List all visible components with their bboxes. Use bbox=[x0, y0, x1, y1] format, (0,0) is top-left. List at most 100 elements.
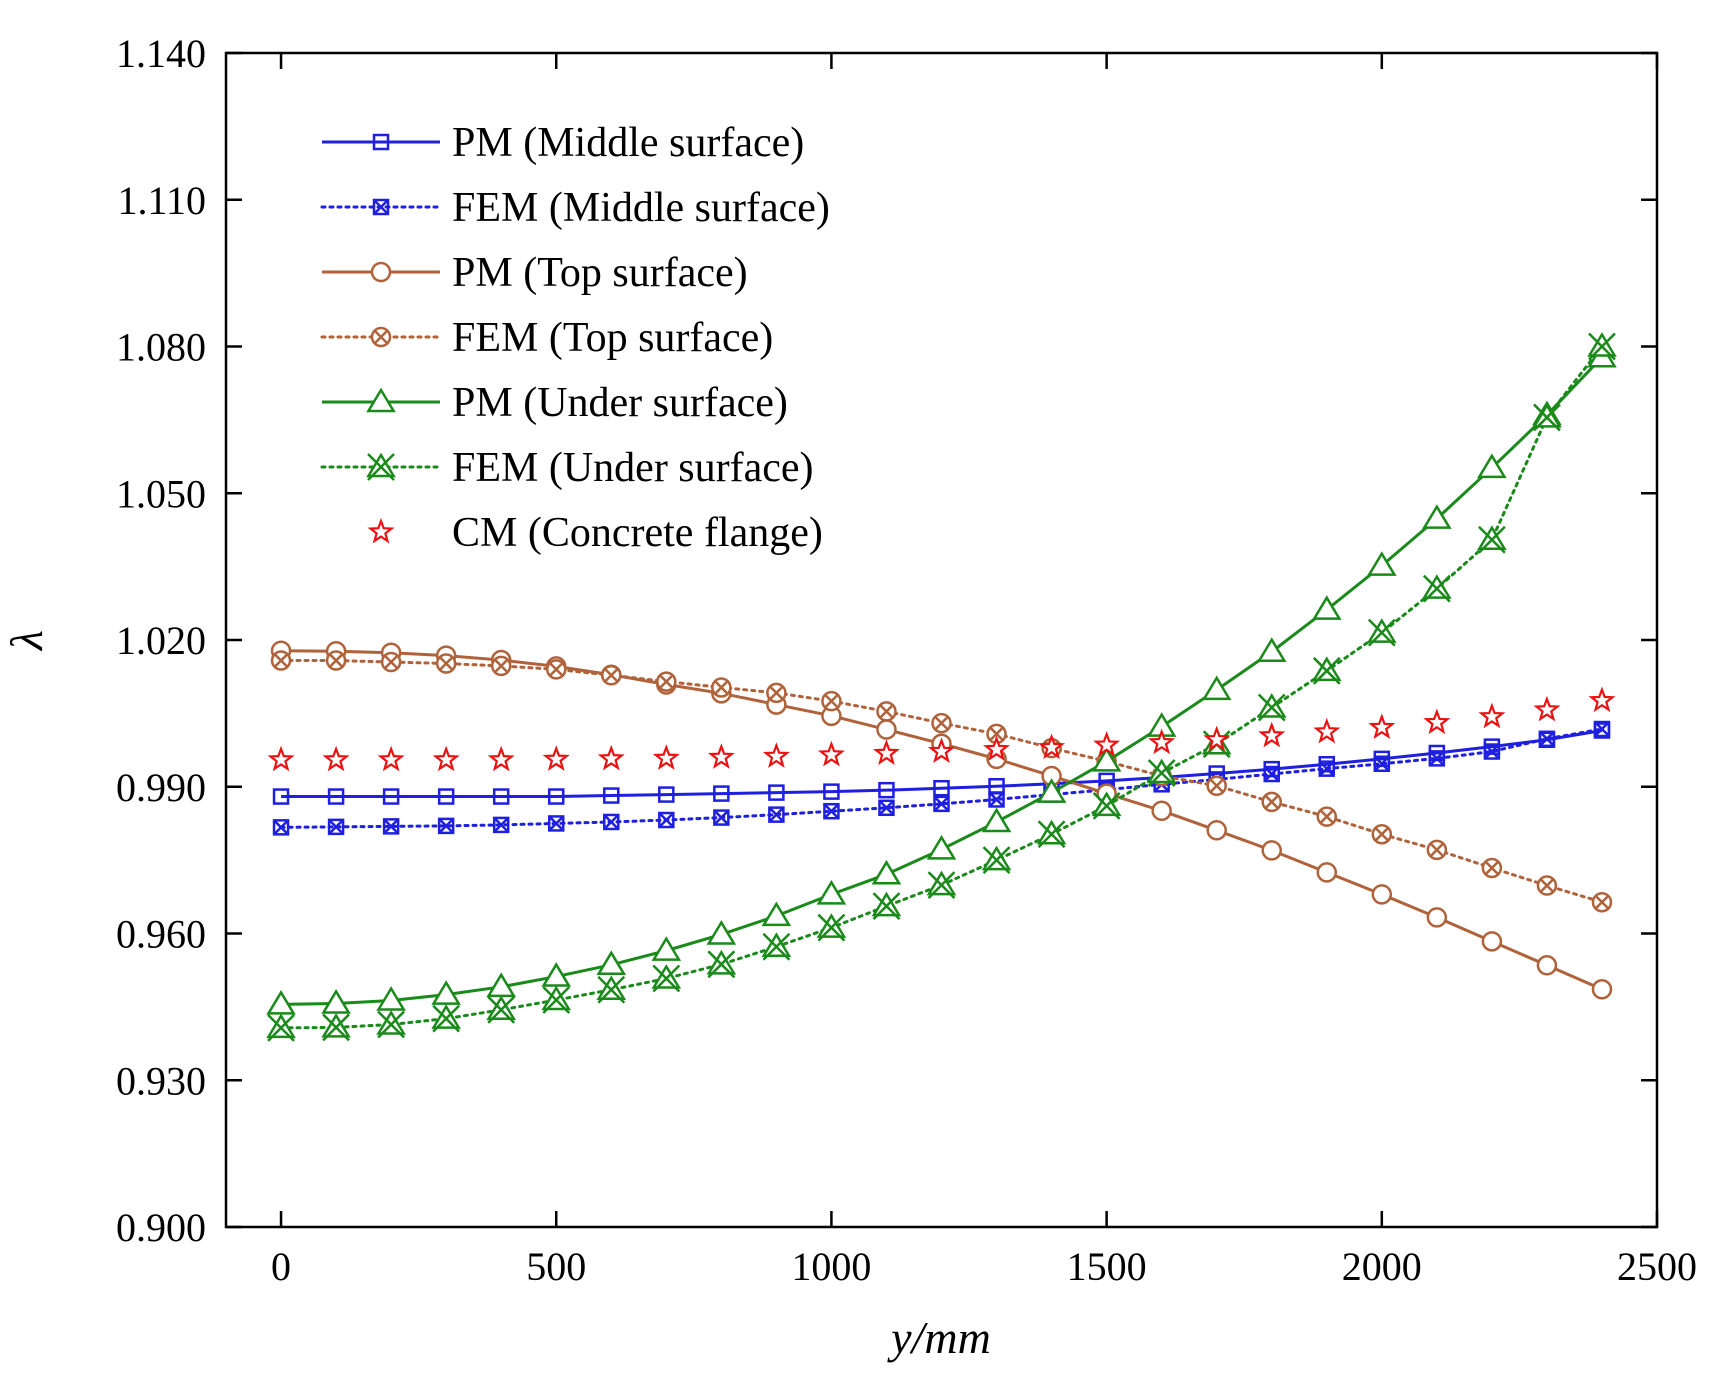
data-point-fem-top-surface bbox=[325, 650, 347, 671]
data-point-cm-concrete-flange bbox=[1533, 695, 1561, 722]
x-tick-label: 500 bbox=[526, 1244, 586, 1289]
data-point-fem-top-surface bbox=[490, 655, 512, 677]
data-point-fem-under-surface bbox=[266, 1013, 296, 1042]
data-point-pm-under-surface bbox=[1366, 551, 1397, 576]
data-point-pm-middle-surface bbox=[437, 788, 455, 805]
data-point-fem-top-surface bbox=[1591, 891, 1613, 913]
data-point-fem-middle-surface bbox=[933, 795, 950, 813]
data-point-fem-under-surface bbox=[1366, 618, 1397, 647]
data-point-cm-concrete-flange bbox=[983, 735, 1011, 762]
data-point-pm-middle-surface bbox=[823, 783, 840, 800]
data-point-pm-middle-surface bbox=[547, 788, 565, 805]
data-point-fem-top-surface bbox=[1261, 791, 1282, 813]
data-point-fem-middle-surface bbox=[272, 819, 290, 836]
data-point-pm-top-surface bbox=[1371, 884, 1393, 905]
data-point-pm-top-surface bbox=[1151, 800, 1172, 821]
data-point-pm-under-surface bbox=[981, 807, 1012, 833]
data-point-fem-middle-surface bbox=[1593, 720, 1611, 738]
axis-ticks: 0 500 1000 1500 2000 2500 0.900 0.930 0.960 0.990… bbox=[116, 31, 1697, 1289]
data-point-cm-concrete-flange bbox=[377, 745, 405, 772]
data-point-fem-top-surface bbox=[821, 690, 842, 712]
data-point-pm-top-surface bbox=[1316, 862, 1338, 883]
data-point-fem-top-surface bbox=[711, 677, 732, 698]
data-point-cm-concrete-flange bbox=[872, 739, 900, 765]
legend-item-pm-top-surface: PM (Top surface) bbox=[322, 250, 748, 296]
series-cm-concrete-flange bbox=[267, 686, 1616, 772]
data-point-pm-middle-surface bbox=[272, 788, 290, 805]
data-point-fem-middle-surface bbox=[1483, 743, 1501, 760]
data-point-fem-top-surface bbox=[270, 650, 292, 671]
legend-item-cm-concrete-flange: CM (Concrete flange) bbox=[367, 510, 823, 556]
y-tick-label: 0.900 bbox=[116, 1205, 206, 1250]
data-point-fem-middle-surface bbox=[492, 816, 510, 834]
data-point-fem-middle-surface bbox=[823, 802, 840, 820]
legend-marker bbox=[372, 198, 390, 216]
data-point-cm-concrete-flange bbox=[1478, 702, 1506, 729]
data-point-pm-under-surface bbox=[541, 962, 572, 987]
data-point-fem-middle-surface bbox=[1538, 730, 1556, 748]
data-point-cm-concrete-flange bbox=[487, 745, 515, 772]
data-point-pm-under-surface bbox=[816, 879, 847, 905]
legend-item-pm-under-surface: PM (Under surface) bbox=[322, 380, 788, 426]
data-point-pm-middle-surface bbox=[327, 788, 345, 805]
legend-marker bbox=[370, 261, 392, 283]
data-point-fem-top-surface bbox=[1481, 857, 1503, 879]
data-point-pm-under-surface bbox=[871, 859, 902, 885]
data-point-pm-middle-surface bbox=[492, 788, 510, 805]
data-point-cm-concrete-flange bbox=[542, 745, 570, 771]
data-point-fem-under-surface bbox=[1091, 791, 1122, 820]
data-point-pm-middle-surface bbox=[878, 781, 895, 799]
series-fem-under-surface bbox=[266, 332, 1617, 1042]
y-tick-label: 1.110 bbox=[117, 178, 206, 223]
legend-label: CM (Concrete flange) bbox=[452, 510, 823, 556]
data-point-cm-concrete-flange bbox=[1368, 713, 1396, 740]
data-point-fem-under-surface bbox=[1146, 758, 1177, 787]
data-point-pm-middle-surface bbox=[658, 786, 675, 803]
data-point-cm-concrete-flange bbox=[1423, 708, 1451, 735]
data-point-pm-under-surface bbox=[1091, 746, 1122, 772]
y-tick-label: 0.990 bbox=[116, 765, 206, 810]
data-point-pm-under-surface bbox=[321, 989, 351, 1014]
data-point-pm-under-surface bbox=[596, 950, 627, 976]
data-point-fem-top-surface bbox=[545, 659, 567, 680]
data-point-fem-top-surface bbox=[931, 712, 952, 734]
data-point-cm-concrete-flange bbox=[1588, 686, 1616, 713]
legend-marker bbox=[367, 517, 395, 544]
data-point-pm-under-surface bbox=[926, 834, 957, 860]
data-point-pm-top-surface bbox=[1481, 931, 1503, 952]
data-point-cm-concrete-flange bbox=[1258, 721, 1286, 748]
data-point-fem-middle-surface bbox=[327, 818, 345, 836]
y-tick-label: 0.960 bbox=[116, 912, 206, 957]
data-point-fem-under-surface bbox=[596, 975, 627, 1004]
data-point-fem-under-surface bbox=[761, 932, 792, 961]
y-tick-label: 1.020 bbox=[116, 618, 206, 663]
data-point-fem-under-surface bbox=[981, 845, 1012, 875]
data-point-pm-top-surface bbox=[1426, 907, 1448, 928]
data-point-fem-middle-surface bbox=[437, 817, 455, 835]
data-point-pm-under-surface bbox=[1311, 595, 1342, 620]
data-point-pm-top-surface bbox=[1536, 955, 1558, 976]
data-point-fem-top-surface bbox=[1206, 775, 1227, 797]
data-point-cm-concrete-flange bbox=[652, 744, 680, 770]
data-point-fem-middle-surface bbox=[382, 818, 400, 835]
data-point-pm-under-surface bbox=[761, 901, 792, 927]
data-point-fem-under-surface bbox=[706, 949, 737, 979]
data-point-fem-under-surface bbox=[321, 1012, 351, 1042]
x-tick-label: 2500 bbox=[1617, 1244, 1697, 1289]
data-point-fem-top-surface bbox=[656, 671, 677, 692]
data-point-fem-middle-surface bbox=[1318, 760, 1336, 777]
legend-marker bbox=[366, 387, 396, 413]
data-point-fem-top-surface bbox=[435, 653, 457, 674]
data-point-fem-under-surface bbox=[1311, 656, 1342, 685]
data-point-pm-under-surface bbox=[376, 986, 406, 1011]
data-point-fem-middle-surface bbox=[1263, 765, 1280, 783]
data-point-fem-middle-surface bbox=[603, 813, 620, 831]
data-point-pm-under-surface bbox=[1256, 637, 1287, 662]
data-point-cm-concrete-flange bbox=[322, 745, 350, 772]
data-point-pm-top-surface bbox=[1206, 820, 1227, 841]
data-point-cm-concrete-flange bbox=[1203, 725, 1231, 752]
data-point-fem-top-surface bbox=[380, 651, 402, 673]
y-tick-label: 0.930 bbox=[116, 1058, 206, 1103]
data-point-fem-under-surface bbox=[816, 913, 847, 942]
